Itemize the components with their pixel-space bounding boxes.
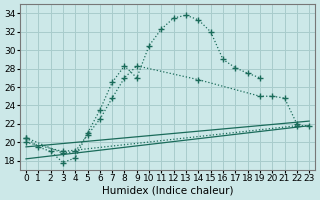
X-axis label: Humidex (Indice chaleur): Humidex (Indice chaleur): [102, 186, 233, 196]
